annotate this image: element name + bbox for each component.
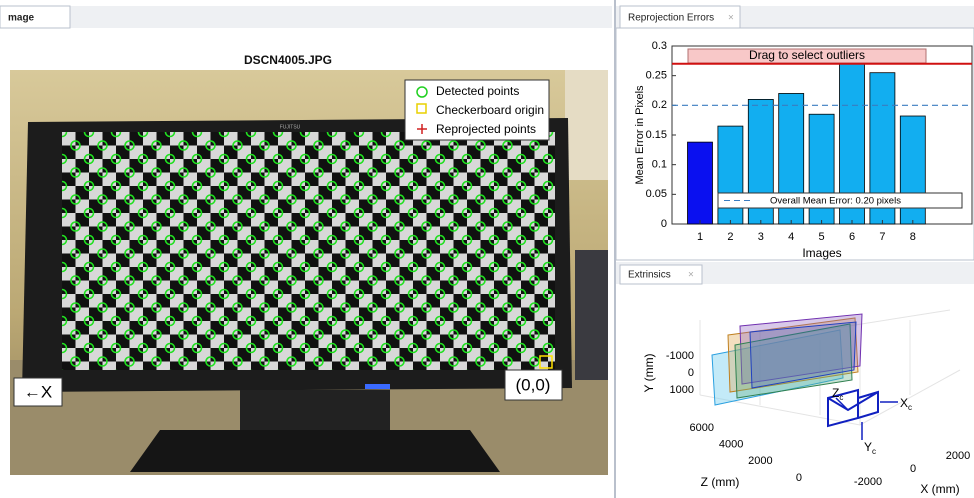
camera-axis-letter: X xyxy=(900,396,908,410)
tick-label: 1000 xyxy=(670,384,694,396)
brand: FUJITSU xyxy=(280,124,301,130)
tick-label: -2000 xyxy=(854,476,882,488)
mean-legend-label: Overall Mean Error: 0.20 pixels xyxy=(770,196,901,207)
outlier-button-label[interactable]: Drag to select outliers xyxy=(749,48,865,62)
legend-entry: Reprojected points xyxy=(436,122,536,136)
camera-axis-label: Xc xyxy=(900,396,912,412)
checkerboard xyxy=(62,132,555,370)
x-tick-label: 2 xyxy=(727,231,733,243)
tab-bar xyxy=(0,6,612,28)
bar xyxy=(688,142,713,224)
x-tick-label: 5 xyxy=(819,231,825,243)
camera-axis-label: Zc xyxy=(832,386,843,402)
x-tick-label: 6 xyxy=(849,231,855,243)
extrinsics-plot: -1000 0 1000 6000 4000 2000 0 -2000 0 2000 Y (mm) Z… xyxy=(642,310,970,496)
tick-label: -1000 xyxy=(666,350,694,362)
tab-close[interactable]: × xyxy=(728,13,734,24)
axis-label: Y (mm) xyxy=(642,353,656,392)
y-tick-label: 0 xyxy=(661,218,667,230)
x-tick-label: 3 xyxy=(758,231,764,243)
image-title: DSCN4005.JPG xyxy=(244,53,332,67)
y-tick-label: 0.2 xyxy=(652,99,667,111)
origin-label: (0,0) xyxy=(516,375,551,394)
app: mage DSCN4005.JPG FUJITSU Detected point… xyxy=(0,0,974,498)
x-direction-label: ←X xyxy=(24,382,52,401)
axis-label: Z (mm) xyxy=(701,475,740,489)
camera-axis-letter: Y xyxy=(864,440,872,454)
tick-label: 0 xyxy=(688,367,694,379)
x-axis-label: Images xyxy=(802,246,841,260)
image-legend: Detected points Checkerboard origin Repr… xyxy=(405,80,549,140)
camera-axis-subscript: c xyxy=(908,403,912,412)
camera-axis-label: Yc xyxy=(864,440,876,456)
axis-label: X (mm) xyxy=(920,482,959,496)
bar xyxy=(718,126,743,224)
tick-label: 2000 xyxy=(748,455,772,467)
camera-axis-letter: Z xyxy=(832,386,839,400)
x-tick-label: 1 xyxy=(697,231,703,243)
tick-label: 0 xyxy=(796,472,802,484)
y-tick-label: 0.05 xyxy=(646,188,667,200)
camera-axis-subscript: c xyxy=(839,393,843,402)
tick-label: 4000 xyxy=(719,439,743,451)
y-axis-label: Mean Error in Pixels xyxy=(634,85,646,185)
y-tick-label: 0.25 xyxy=(646,70,667,82)
x-tick-label: 4 xyxy=(788,231,794,243)
y-tick-label: 0.1 xyxy=(652,159,667,171)
legend-entry: Detected points xyxy=(436,84,519,98)
x-tick-label: 7 xyxy=(879,231,885,243)
image-tab-label[interactable]: mage xyxy=(8,13,35,24)
tick-label: 0 xyxy=(910,463,916,475)
extrinsics-tab-label[interactable]: Extrinsics xyxy=(628,270,671,281)
reprojection-tab-label[interactable]: Reprojection Errors xyxy=(628,13,714,24)
y-tick-label: 0.3 xyxy=(652,40,667,52)
x-tick-label: 8 xyxy=(910,231,916,243)
camera-axis-subscript: c xyxy=(872,447,876,456)
tick-label: 2000 xyxy=(946,450,970,462)
y-tick-label: 0.15 xyxy=(646,129,667,141)
screen: mage DSCN4005.JPG FUJITSU Detected point… xyxy=(0,0,974,498)
tab-close[interactable]: × xyxy=(688,270,694,281)
legend-entry: Checkerboard origin xyxy=(436,103,544,117)
tick-label: 6000 xyxy=(690,422,714,434)
